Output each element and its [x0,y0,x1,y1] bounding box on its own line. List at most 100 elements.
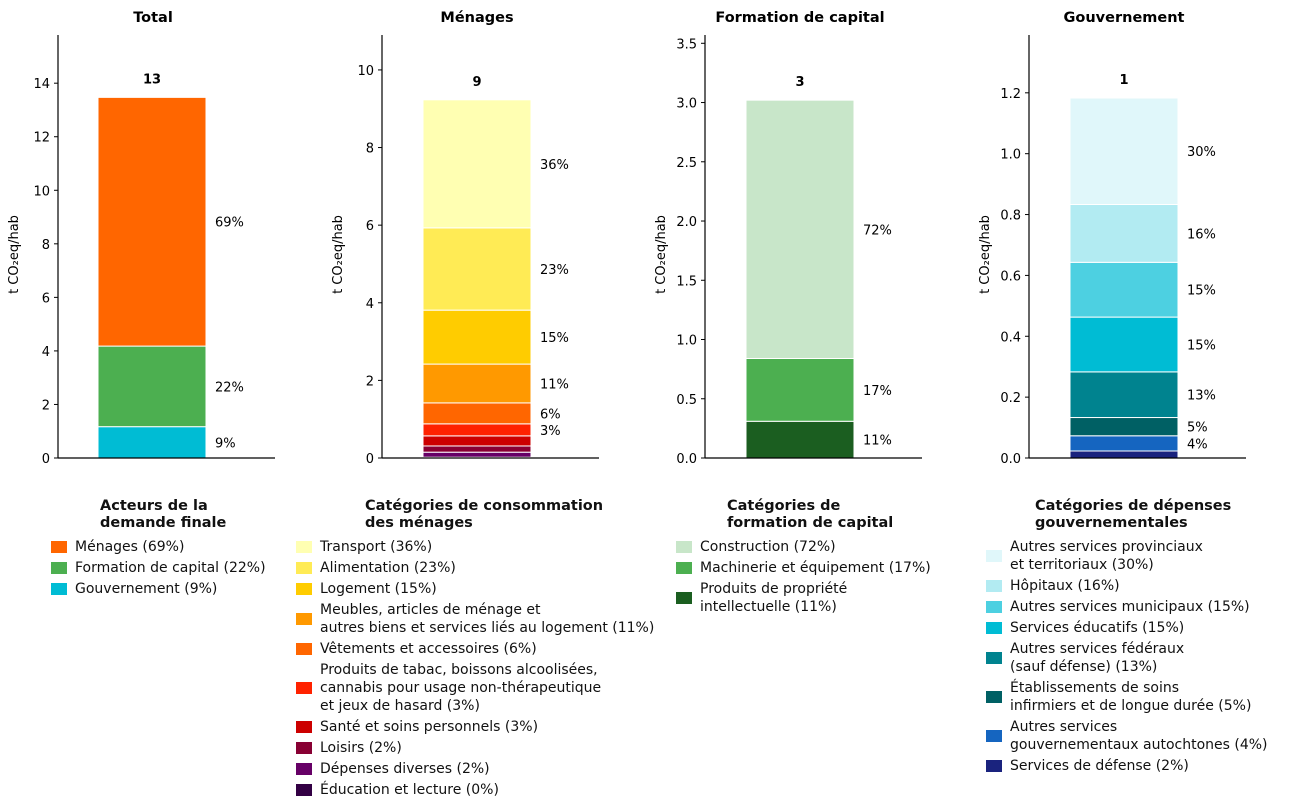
bar-percent-label: 13% [1187,389,1216,404]
bar-total-label: 1 [1119,73,1128,88]
bar-percent-label: 5% [1187,421,1208,436]
bar-segment [1069,450,1179,459]
bar-segment [745,357,855,422]
y-tick-label: 0.5 [676,393,697,408]
legend-item: Autres services fédéraux (sauf défense) … [986,640,1268,676]
bar-percent-label: 9% [215,436,236,451]
y-tick-label: 6 [42,291,50,306]
legend-label: Construction (72%) [700,539,836,555]
y-tick-label: 0.0 [1000,452,1021,467]
bar-segment [1069,435,1179,452]
bar-segment [745,420,855,459]
y-tick-label: 12 [33,131,50,146]
bar-segment [1069,261,1179,318]
legend: Acteurs de la demande finale Ménages (69%… [51,498,266,601]
legend-item: Vêtements et accessoires (6%) [296,640,654,658]
bar-segment [422,435,532,447]
bar-percent-label: 11% [863,434,892,449]
bar-segment [1069,371,1179,419]
y-tick-label: 0.2 [1000,391,1021,406]
bar-percent-label: 4% [1187,437,1208,452]
legend-label: Autres services fédéraux (sauf défense) … [1010,641,1185,675]
bar-segment [97,345,207,428]
bar-percent-label: 15% [1187,338,1216,353]
bar-percent-label: 11% [540,377,569,392]
chart-title: Formation de capital [715,10,884,26]
legend-item: Meubles, articles de ménage et autres bi… [296,601,654,637]
legend-label: Machinerie et équipement (17%) [700,560,931,576]
y-tick-label: 8 [366,142,374,157]
y-tick-label: 2.0 [676,215,697,230]
legend-swatch [986,580,1002,592]
y-tick-label: 2 [366,374,374,389]
legend-label: Produits de tabac, boissons alcoolisées,… [320,662,602,714]
legend-label: Formation de capital (22%) [75,560,266,576]
bar-segment [1069,97,1179,206]
legend-label: Établissements de soins infirmiers et de… [1010,680,1252,714]
legend-item: Machinerie et équipement (17%) [676,559,931,577]
legend-title: Catégories de dépenses gouvernementales [1035,498,1232,531]
bar-percent-label: 72% [863,223,892,238]
legend-item: Services éducatifs (15%) [986,619,1268,637]
y-tick-label: 8 [42,238,50,253]
bar-percent-label: 15% [1187,284,1216,299]
legend-title: Acteurs de la demande finale [100,498,227,531]
y-tick-label: 2.5 [676,156,697,171]
y-tick-label: 1.0 [1000,148,1021,163]
legend-label: Autres services provinciaux et territori… [1010,539,1203,573]
legend-swatch [296,562,312,574]
legend-swatch [986,550,1002,562]
chart-title: Ménages [440,10,513,26]
y-axis-label: t CO₂eq/hab [7,215,22,294]
legend-item: Transport (36%) [296,538,654,556]
legend-swatch [986,622,1002,634]
y-axis-label: t CO₂eq/hab [978,215,993,294]
legend-item: Établissements de soins infirmiers et de… [986,679,1268,715]
bar-percent-label: 6% [540,407,561,422]
bar-percent-label: 15% [540,331,569,346]
bar-segment [422,402,532,425]
y-tick-label: 1.0 [676,334,697,349]
legend-swatch [296,613,312,625]
legend-item: Hôpitaux (16%) [986,577,1268,595]
legend-item: Logement (15%) [296,580,654,598]
bar-total-label: 13 [143,72,161,87]
legend-label: Dépenses diverses (2%) [320,761,490,777]
legend-swatch [986,601,1002,613]
bar-segment [97,426,207,459]
legend-swatch [986,691,1002,703]
legend-item: Éducation et lecture (0%) [296,781,654,799]
legend-swatch [676,562,692,574]
bar-segment [1069,204,1179,263]
legend-label: Gouvernement (9%) [75,581,218,597]
legend-swatch [296,643,312,655]
bar-percent-label: 22% [215,380,244,395]
bar-percent-label: 3% [540,424,561,439]
legend-swatch [676,592,692,604]
legend-label: Vêtements et accessoires (6%) [320,641,537,657]
legend-label: Autres services municipaux (15%) [1010,599,1250,615]
y-tick-label: 3.0 [676,97,697,112]
legend: Catégories de consommation des ménages Tr… [296,498,654,802]
bar-total-label: 3 [795,75,804,90]
legend-label: Loisirs (2%) [320,740,402,756]
y-tick-label: 0 [366,452,374,467]
legend-item: Construction (72%) [676,538,931,556]
legend-label: Hôpitaux (16%) [1010,578,1120,594]
bar-segment [422,363,532,404]
legend-label: Meubles, articles de ménage et autres bi… [320,602,655,636]
legend-label: Logement (15%) [320,581,437,597]
legend-swatch [296,583,312,595]
legend-label: Ménages (69%) [75,539,185,555]
legend-swatch [676,541,692,553]
bar-total-label: 9 [472,75,481,90]
y-tick-label: 1.5 [676,274,697,289]
legend-item: Autres services provinciaux et territori… [986,538,1268,574]
legend: Catégories de formation de capital Constr… [676,498,931,619]
legend-label: Services éducatifs (15%) [1010,620,1185,636]
y-tick-label: 1.2 [1000,87,1021,102]
legend-item: Ménages (69%) [51,538,266,556]
legend-item: Autres services gouvernementaux autochto… [986,718,1268,754]
y-tick-label: 14 [33,77,50,92]
